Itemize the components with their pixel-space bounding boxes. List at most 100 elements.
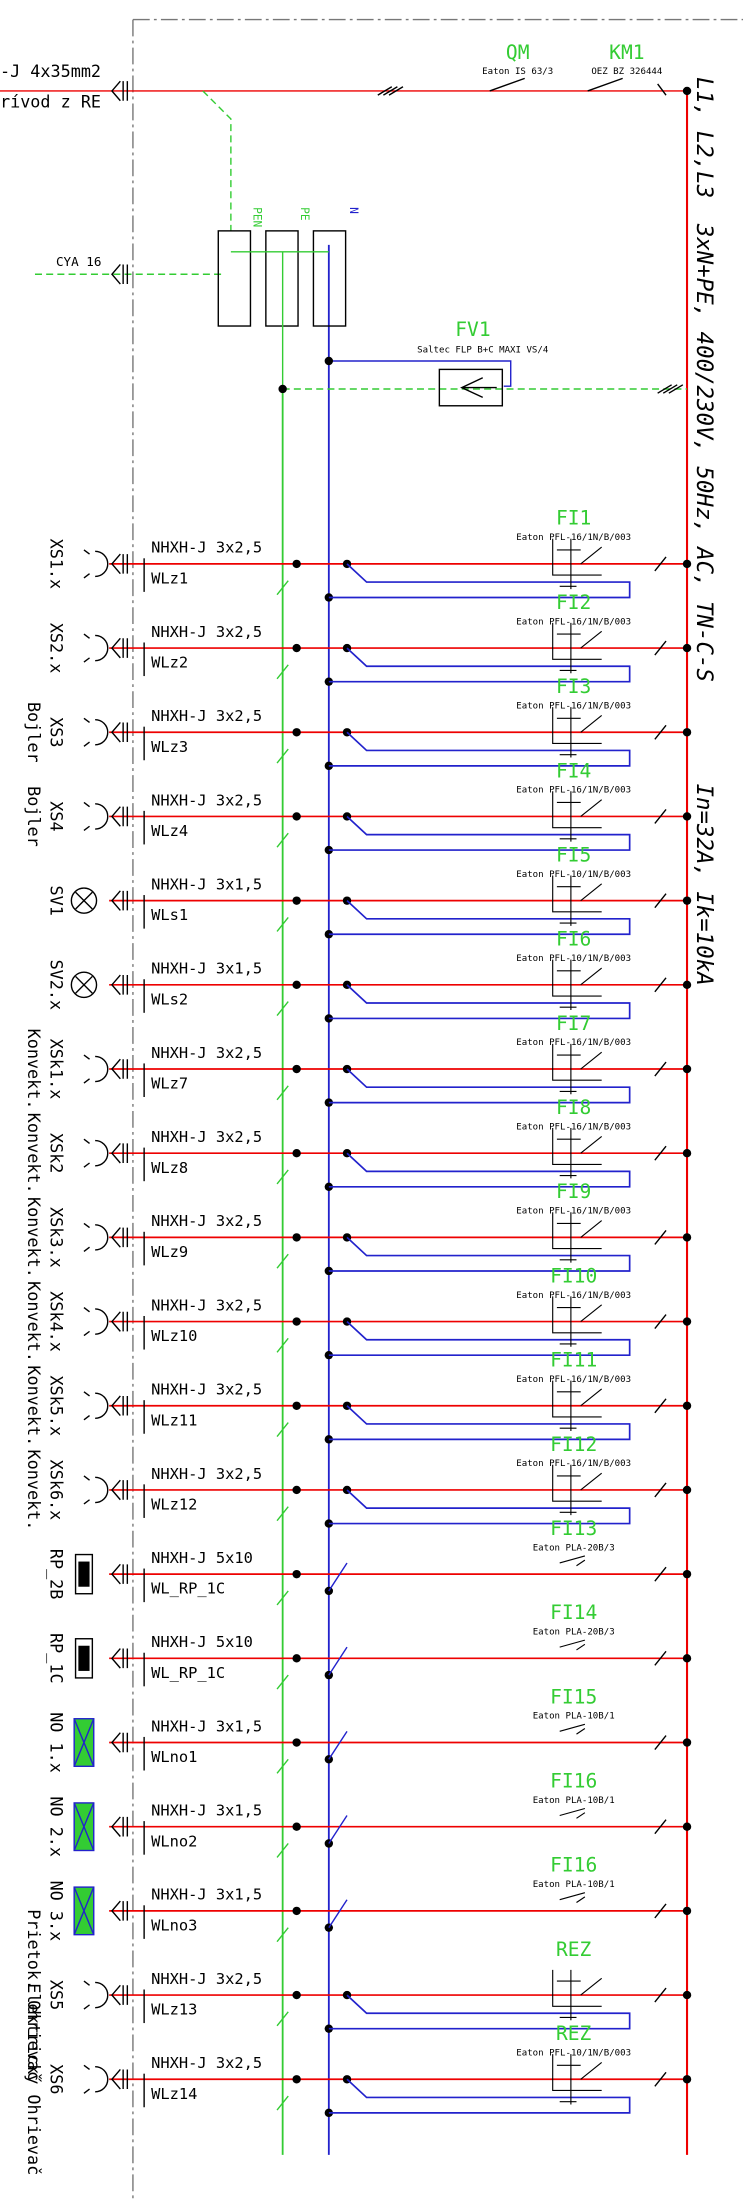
breaker-label: FI3 <box>556 675 591 698</box>
breaker-spec: Eaton PLA-20B/3 <box>533 1543 615 1553</box>
device-label: Konvekt. <box>24 1281 44 1362</box>
junction <box>682 812 692 821</box>
neutral-tap <box>328 1730 348 1760</box>
junction <box>324 845 334 855</box>
phase-hash <box>654 724 667 740</box>
breaker-label: FI5 <box>556 843 591 866</box>
neutral-loop <box>328 2078 631 2114</box>
device-label: Konvekt. <box>24 1450 44 1531</box>
circuit-name: WLz12 <box>151 1496 197 1514</box>
qm-spec: Eaton IS 63/3 <box>482 67 553 77</box>
bus-label: L1, L2,L3 <box>691 77 717 198</box>
earth-terminal <box>111 264 129 285</box>
socket-symbol <box>83 1138 109 1168</box>
breaker-spec: Eaton PLA-10B/1 <box>533 1712 615 1722</box>
phase-hash <box>654 1482 667 1498</box>
junction <box>324 1182 334 1191</box>
terminal <box>111 1142 129 1164</box>
pen-terminal <box>217 230 252 327</box>
spd-symbol <box>460 377 497 399</box>
junction <box>324 1519 334 1528</box>
neutral-loop <box>328 647 631 683</box>
breaker-spec: Eaton PFL-16/1N/B/003 <box>516 1375 631 1385</box>
circuit-name: WLz4 <box>151 822 188 840</box>
pen-bridge <box>230 251 329 392</box>
pe-hash <box>276 1927 289 1943</box>
junction <box>682 1990 692 2000</box>
neutral-tap <box>328 1899 348 1929</box>
phase-hash <box>654 893 667 909</box>
circuit-name: WL_RP_1C <box>151 1664 225 1682</box>
lamp-cross <box>75 891 93 910</box>
junction <box>324 930 334 939</box>
device-label: Prietok. Ohrievač <box>24 1909 44 2081</box>
pe-hash <box>276 664 289 680</box>
rcd-symbol <box>552 1969 603 2021</box>
terminal <box>111 806 129 827</box>
phase-marks <box>377 86 684 394</box>
terminal <box>111 1227 129 1248</box>
junction <box>324 2024 334 2033</box>
circuit-name: WLs1 <box>151 906 188 924</box>
junction <box>292 1738 301 1747</box>
junction <box>292 559 301 569</box>
neutral-loop <box>328 731 631 767</box>
terminal <box>111 1479 129 1501</box>
device-label: XS6 <box>46 2064 66 2094</box>
device-label: Bojler <box>24 702 44 763</box>
emergency-cross <box>73 1886 95 1935</box>
phase-hash <box>654 1145 667 1161</box>
neutral-loop <box>328 1320 631 1357</box>
junction <box>682 1822 692 1831</box>
junction <box>292 896 301 905</box>
phase-hash <box>654 1314 667 1330</box>
km-spec: OEZ BZ 326444 <box>591 67 663 77</box>
circuit-name: WL_RP_1C <box>151 1580 225 1598</box>
device-label: Konvekt. <box>24 1365 44 1446</box>
pe-hash <box>276 2011 289 2027</box>
socket-symbol <box>83 2064 109 2094</box>
junction <box>324 1435 334 1444</box>
terminal <box>111 1563 129 1585</box>
circuit-name: WLz3 <box>151 738 188 756</box>
breaker-label: FI4 <box>556 759 591 782</box>
device-label: SV1 <box>46 885 66 915</box>
mcb-symbol <box>559 1555 586 1567</box>
phase-hash <box>654 1819 667 1835</box>
junction <box>682 980 692 990</box>
panel-fill <box>78 1645 90 1671</box>
junction <box>682 1064 692 1074</box>
breaker-label: FI16 <box>550 1854 597 1877</box>
breaker-label: FI9 <box>556 1180 591 1203</box>
device-label: XSk6.x <box>46 1460 66 1521</box>
socket-symbol <box>83 1054 109 1084</box>
pe-hash <box>276 1422 289 1437</box>
rcd-symbol <box>552 2054 603 2105</box>
phase-hash <box>654 1987 667 2003</box>
ratings-label: In=32A, Ik=10kA <box>691 784 717 986</box>
mcb-symbol <box>559 1807 586 1819</box>
pe-label: PE <box>298 207 311 221</box>
earth-cable: CYA 16 <box>56 254 101 269</box>
pe-hash <box>276 1169 289 1185</box>
pe-hash <box>276 748 289 764</box>
junction <box>324 1586 334 1596</box>
breaker-spec: Eaton PFL-16/1N/B/003 <box>516 1291 631 1301</box>
neutral-loop <box>328 815 631 851</box>
junction <box>292 1149 301 1158</box>
junction <box>324 1923 334 1932</box>
rcd-symbol <box>552 538 603 590</box>
km-label: KM1 <box>609 41 644 64</box>
junction <box>324 677 334 686</box>
phase-hash <box>654 640 667 656</box>
device-label: NO 3.x <box>46 1881 66 1942</box>
pe-hash <box>276 1590 289 1606</box>
phase-hash <box>654 1735 667 1750</box>
breaker-spec: Eaton PFL-16/1N/B/003 <box>516 1207 631 1217</box>
neutral-loop <box>328 1994 631 2030</box>
junction <box>682 896 692 905</box>
mcb-symbol <box>559 1892 586 1903</box>
breaker-label: FI10 <box>550 1264 597 1287</box>
terminal <box>111 1058 129 1080</box>
junction <box>324 1350 334 1360</box>
